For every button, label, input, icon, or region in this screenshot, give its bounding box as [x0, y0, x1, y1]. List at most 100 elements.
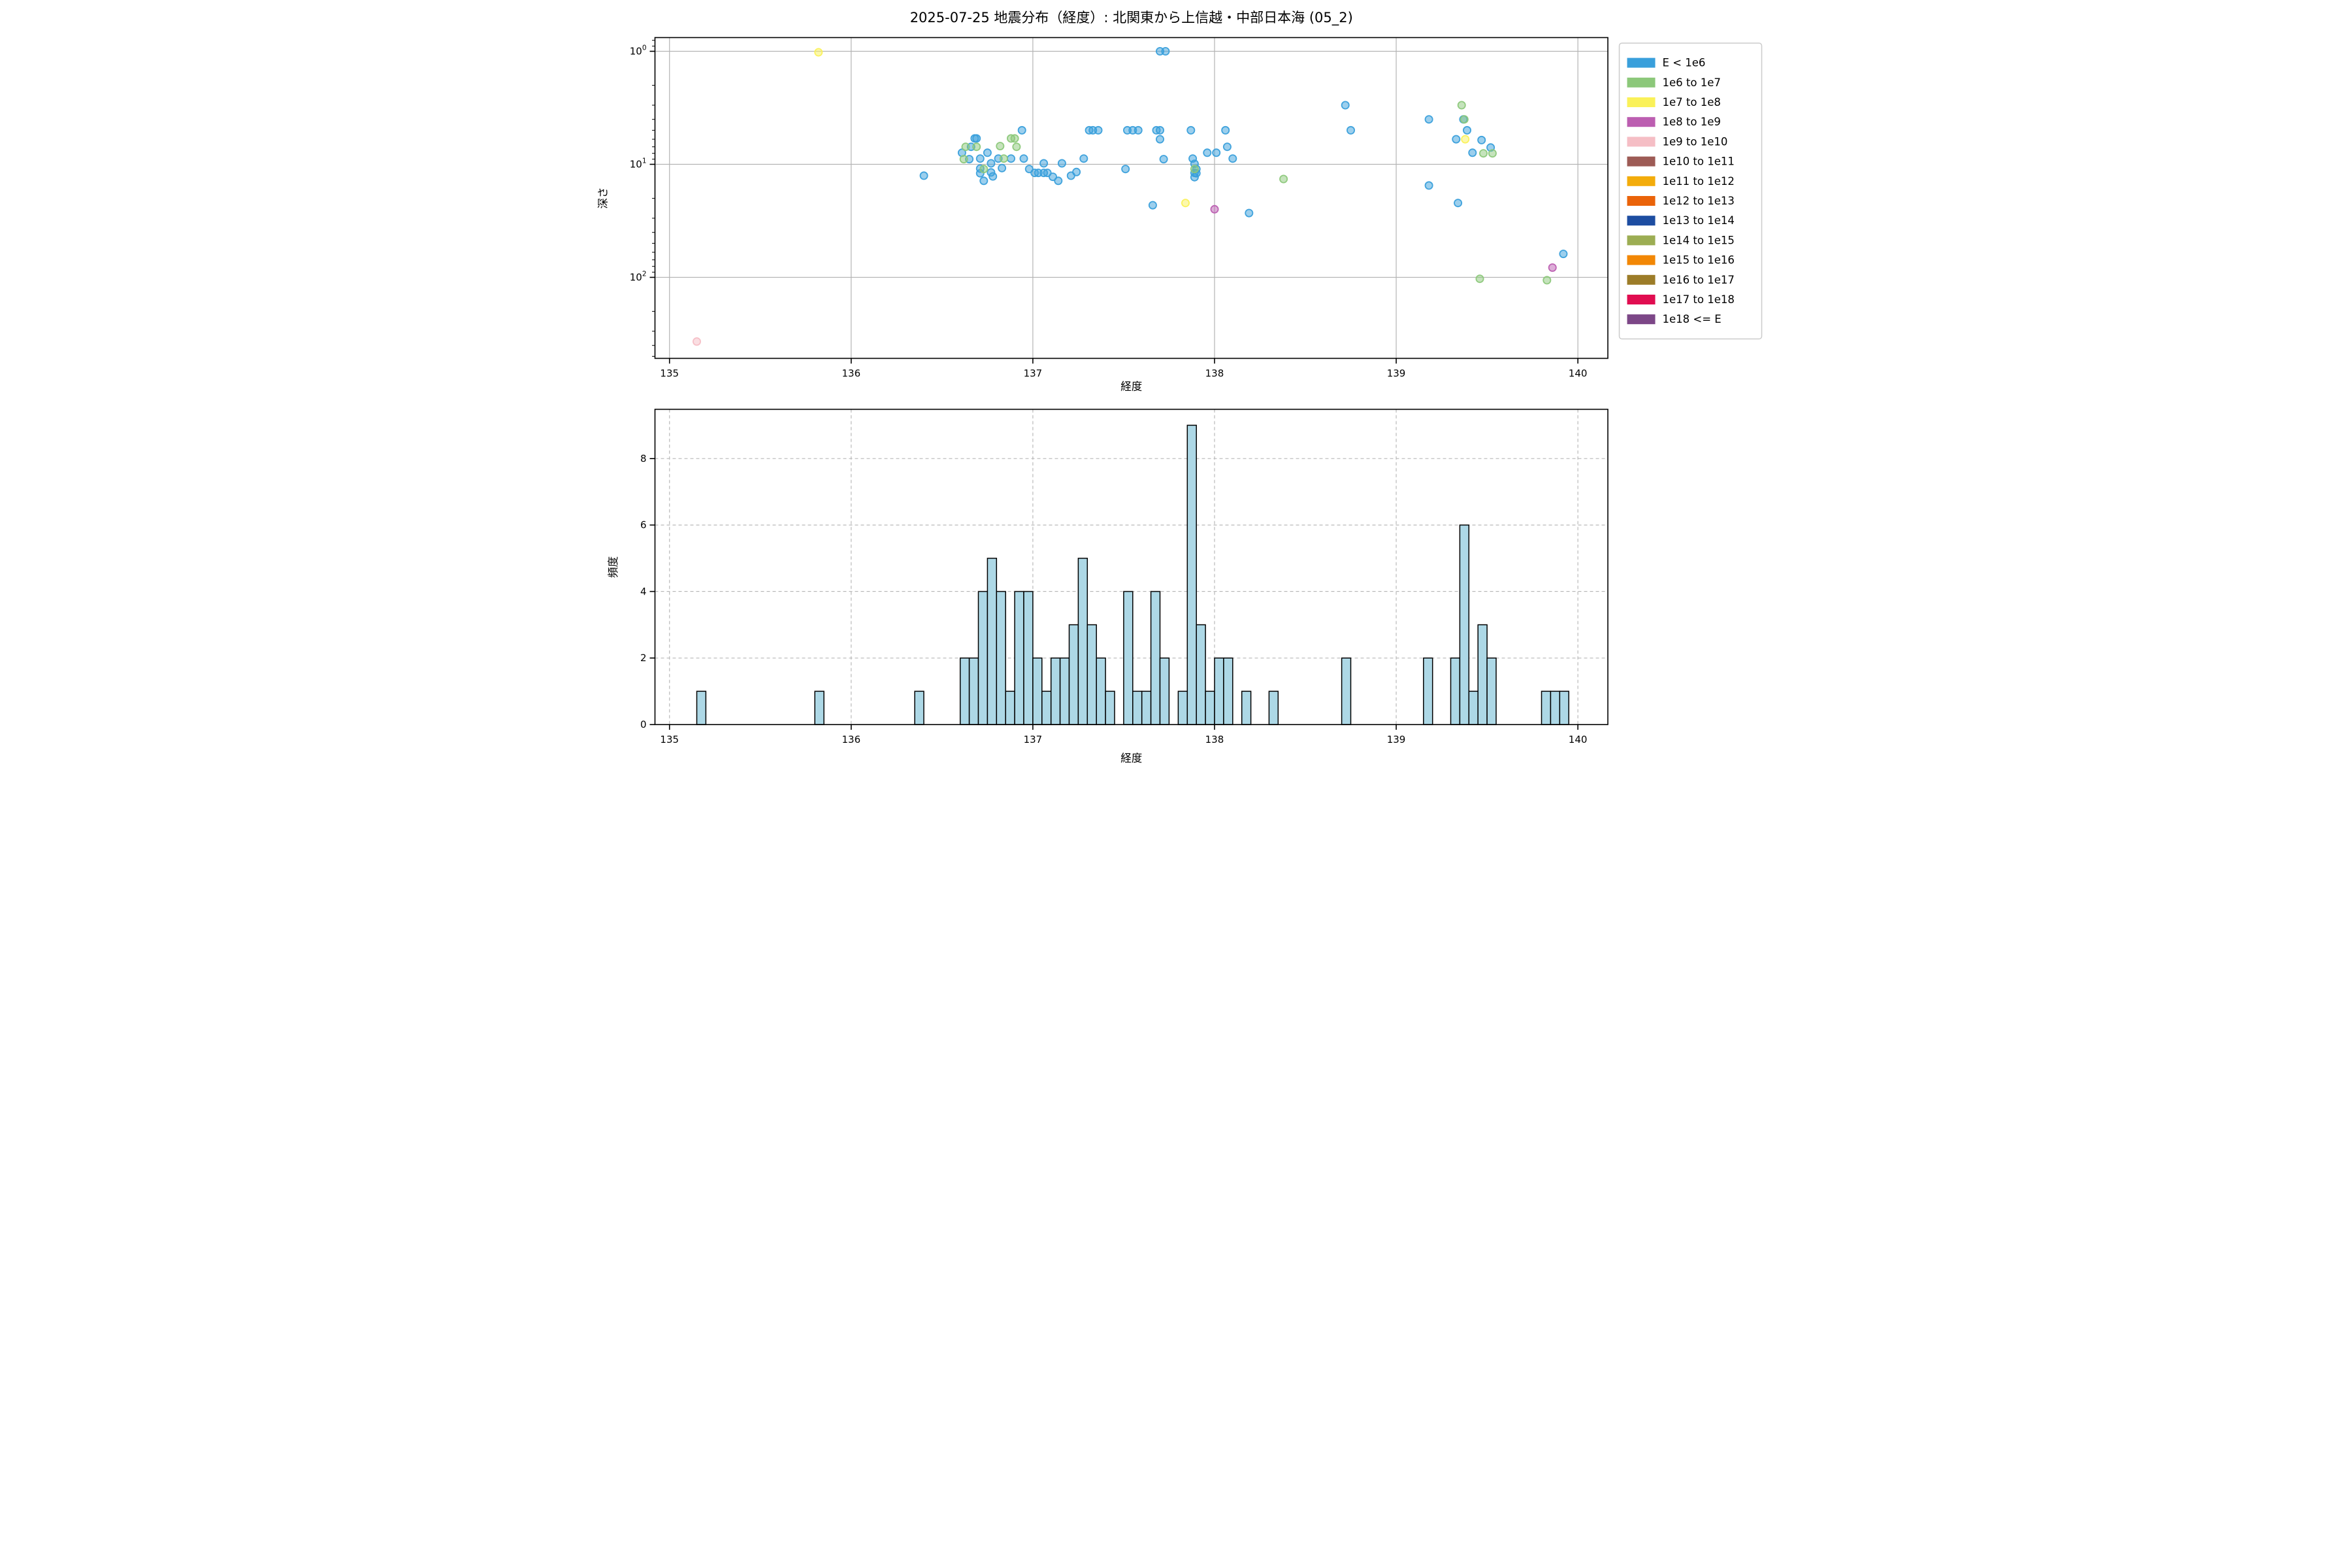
scatter-point [1079, 154, 1088, 163]
scatter-point [1222, 142, 1232, 152]
scatter-point [1190, 165, 1199, 174]
histogram-xtick-label: 135 [660, 734, 679, 745]
scatter-ticks [649, 40, 1578, 364]
histogram-xaxis-label: 経度 [1120, 752, 1142, 764]
histogram-bar [1141, 691, 1152, 725]
histogram-bar [1132, 691, 1143, 725]
scatter-point [1186, 125, 1196, 135]
scatter-frame [654, 37, 1609, 359]
legend-item-1: 1e6 to 1e7 [1627, 76, 1721, 89]
histogram-bar [1096, 657, 1106, 725]
scatter-ytick-label: 100 [630, 44, 647, 57]
scatter-point [1475, 274, 1484, 284]
scatter-series-2 [814, 48, 1470, 208]
legend-swatch [1627, 255, 1656, 265]
scatter-point [814, 48, 823, 57]
histogram-xtick-label: 138 [1205, 734, 1224, 745]
histogram-bar [1486, 657, 1497, 725]
legend-swatch [1627, 97, 1656, 107]
scatter-series-3 [1210, 204, 1557, 272]
scatter-point [1221, 125, 1230, 135]
histogram-grid [655, 409, 1608, 725]
scatter-point [1017, 125, 1026, 135]
scatter-tick-labels: 135 136 137 138 139 140 100 101 102 [630, 44, 1588, 380]
histogram-bar [1032, 657, 1043, 725]
scatter-point [1012, 142, 1021, 152]
histogram-bar [968, 657, 979, 725]
histogram-bar [696, 691, 707, 725]
histogram-bar [1086, 624, 1097, 725]
histogram-bar [1150, 591, 1161, 725]
legend: E < 1e6 1e6 to 1e7 1e7 to 1e8 1e8 to 1e9 1e9… [1618, 42, 1763, 340]
scatter-xtick-label: 137 [1024, 368, 1043, 380]
scatter-point [1010, 134, 1019, 143]
histogram-xtick-label: 137 [1024, 734, 1043, 745]
histogram-bar [1123, 591, 1134, 725]
legend-label: 1e7 to 1e8 [1663, 96, 1721, 108]
scatter-point [998, 163, 1007, 172]
scatter-point [987, 159, 996, 168]
scatter-point [1181, 199, 1190, 208]
scatter-point [1457, 101, 1466, 110]
chart-title: 2025-07-25 地震分布（経度）: 北関東から上信越・中部日本海 (05_… [910, 10, 1353, 26]
scatter-point [1488, 149, 1497, 158]
legend-item-2: 1e7 to 1e8 [1627, 96, 1721, 108]
legend-item-9: 1e14 to 1e15 [1627, 234, 1735, 246]
histogram-bar [1205, 691, 1215, 725]
scatter-point [961, 142, 970, 152]
legend-item-4: 1e9 to 1e10 [1627, 135, 1728, 148]
histogram-ticks [649, 457, 1578, 730]
scatter-xtick-label: 136 [842, 368, 861, 380]
histogram-bar [1041, 691, 1052, 725]
scatter-point [979, 165, 988, 174]
histogram-ytick-label: 6 [640, 519, 647, 531]
scatter-point [1279, 174, 1288, 184]
legend-item-13: 1e18 <= E [1627, 313, 1722, 325]
legend-label: 1e17 to 1e18 [1663, 293, 1735, 306]
scatter-point [972, 142, 981, 152]
histogram-bar [1477, 624, 1488, 725]
legend-label: 1e9 to 1e10 [1663, 135, 1728, 148]
legend-swatch [1627, 77, 1656, 88]
scatter-point [996, 142, 1005, 151]
legend-label: 1e10 to 1e11 [1663, 155, 1735, 168]
legend-swatch [1627, 156, 1656, 167]
scatter-point [1559, 250, 1568, 259]
scatter-point [1190, 172, 1199, 182]
scatter-point [1347, 125, 1356, 135]
figure-background [588, 0, 1764, 784]
histogram-bar [1059, 657, 1070, 725]
legend-item-11: 1e16 to 1e17 [1627, 274, 1735, 286]
histogram-bar [959, 657, 970, 725]
histogram-bar [1050, 657, 1061, 725]
histogram-bar [1005, 691, 1015, 725]
histogram-bar [1068, 624, 1079, 725]
legend-item-5: 1e10 to 1e11 [1627, 155, 1735, 168]
scatter-point [692, 337, 701, 346]
histogram-bar [1459, 524, 1470, 725]
histogram-xtick-label: 139 [1387, 734, 1406, 745]
histogram-bar [1541, 691, 1552, 725]
legend-item-8: 1e13 to 1e14 [1627, 214, 1735, 227]
histogram-bar [1159, 657, 1170, 725]
scatter-grid [655, 37, 1608, 359]
scatter-point [1228, 154, 1237, 163]
legend-label: 1e16 to 1e17 [1663, 274, 1735, 286]
legend-item-10: 1e15 to 1e16 [1627, 254, 1735, 267]
scatter-point [1548, 263, 1557, 272]
legend-item-0: E < 1e6 [1627, 57, 1705, 69]
histogram-bar [1341, 657, 1352, 725]
earthquake-figure: 2025-07-25 地震分布（経度）: 北関東から上信越・中部日本海 (05_… [588, 0, 1764, 784]
scatter-point [1210, 204, 1219, 214]
scatter-point [1424, 181, 1433, 190]
scatter-ytick-label: 101 [630, 157, 647, 171]
scatter-point [1148, 201, 1157, 210]
legend-label: 1e18 <= E [1663, 313, 1722, 325]
legend-label: 1e12 to 1e13 [1663, 195, 1735, 207]
scatter-xaxis-label: 経度 [1120, 380, 1142, 393]
scatter-panel: 135 136 137 138 139 140 100 101 102 [630, 37, 1609, 380]
histogram-yaxis-label: 頻度 [607, 557, 619, 578]
scatter-point [1161, 47, 1170, 56]
scatter-point [1072, 167, 1081, 176]
scatter-point [1121, 165, 1130, 174]
